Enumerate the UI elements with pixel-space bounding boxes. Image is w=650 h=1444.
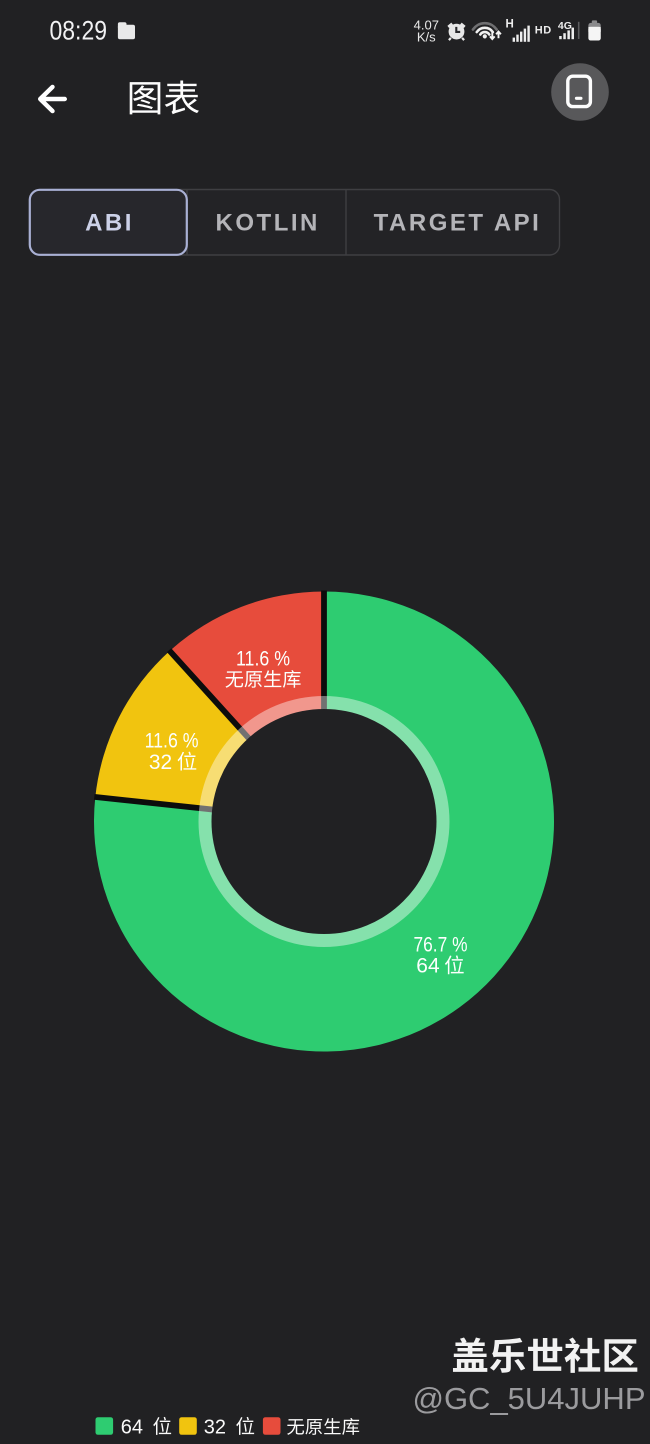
svg-text:64: 64 [121,1416,143,1438]
svg-text:11.6 %: 11.6 % [145,730,199,753]
svg-text:ABI: ABI [85,210,134,237]
svg-text:11.6 %: 11.6 % [236,647,290,670]
svg-text:76.7 %: 76.7 % [414,933,468,956]
svg-text:@GC_5U4JUHP: @GC_5U4JUHP [412,1381,645,1416]
svg-text:HD: HD [535,25,552,37]
svg-text:32: 32 [204,1416,226,1438]
svg-text:64: 64 [416,955,440,978]
svg-text:KOTLIN: KOTLIN [216,210,320,237]
svg-text:32: 32 [149,751,172,774]
svg-text:4.07: 4.07 [414,18,439,33]
svg-text:08:29: 08:29 [50,16,108,46]
svg-text:TARGET API: TARGET API [374,210,542,237]
svg-text:4G: 4G [558,20,572,32]
svg-text:K/s: K/s [417,30,436,45]
svg-text:H: H [506,19,514,31]
